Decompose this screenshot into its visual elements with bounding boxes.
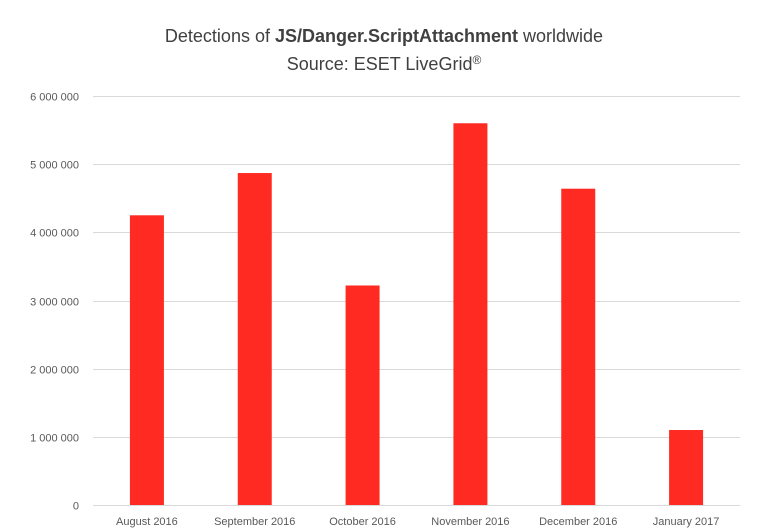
bar — [453, 123, 488, 506]
bar — [669, 430, 704, 505]
title-prefix: Detections of — [164, 26, 275, 46]
title-bold: JS/Danger.ScriptAttachment — [274, 26, 519, 46]
x-tick-label: January 2017 — [653, 516, 720, 528]
y-tick-label: 5 000 000 — [30, 160, 79, 172]
bar — [561, 188, 596, 505]
bar — [237, 173, 272, 506]
y-tick-label: 1 000 000 — [30, 433, 79, 445]
chart-title: Detections of JS/Danger.ScriptAttachment… — [0, 26, 768, 47]
y-tick-label: 2 000 000 — [30, 365, 79, 377]
bar — [345, 285, 380, 505]
x-tick-label: September 2016 — [214, 516, 295, 528]
title-suffix: worldwide — [518, 26, 604, 46]
y-tick-label: 3 000 000 — [30, 297, 79, 309]
registered-mark: ® — [472, 53, 482, 67]
subtitle-text: Source: ESET LiveGrid — [286, 54, 473, 74]
x-tick-label: October 2016 — [329, 516, 396, 528]
x-tick-label: November 2016 — [431, 516, 509, 528]
bar — [129, 215, 164, 505]
chart-subtitle: Source: ESET LiveGrid® — [0, 53, 768, 75]
x-tick-label: August 2016 — [116, 516, 178, 528]
y-tick-label: 4 000 000 — [30, 228, 79, 240]
x-tick-label: December 2016 — [539, 516, 617, 528]
y-tick-label: 0 — [73, 501, 79, 513]
y-tick-label: 6 000 000 — [30, 92, 79, 104]
